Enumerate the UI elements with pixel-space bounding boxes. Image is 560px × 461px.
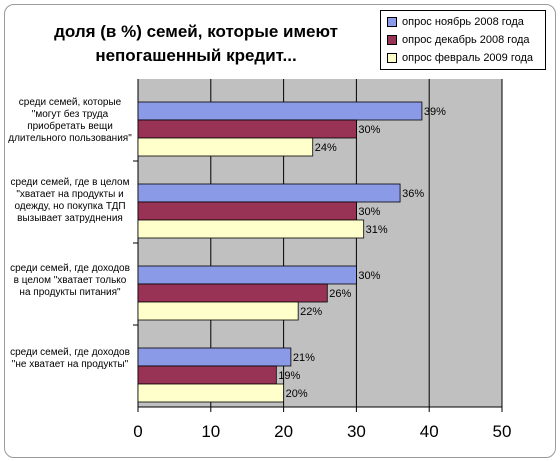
bar [137,347,292,367]
data-label: 30% [358,124,380,136]
bar [137,101,423,121]
x-tick-label: 0 [133,422,142,441]
legend-swatch [387,53,397,63]
category-label: среди семей, где доходов в целом "хватае… [10,263,130,298]
legend-item: опрос ноябрь 2008 года [387,14,524,30]
bar [137,201,357,221]
legend-item: опрос декабрь 2008 года [387,32,530,48]
data-label: 30% [358,206,380,218]
data-label: 31% [366,224,388,236]
x-tick-label: 50 [493,422,512,441]
bar [137,383,285,403]
bar [137,137,314,157]
data-label: 30% [358,270,380,282]
data-label: 19% [278,370,300,382]
data-label: 20% [286,388,308,400]
data-label: 39% [424,106,446,118]
data-label: 36% [402,188,424,200]
category-label: среди семей, где в целом "хватает на про… [10,177,130,224]
category-label: среди семей, которые "могут без труда пр… [8,97,132,144]
legend-label: опрос ноябрь 2008 года [402,16,524,28]
legend-label: опрос февраль 2009 года [402,52,534,64]
legend-item: опрос февраль 2009 года [387,50,533,66]
bar [137,301,299,321]
legend-label: опрос декабрь 2008 года [402,34,530,46]
legend: опрос ноябрь 2008 года опрос декабрь 200… [380,10,546,70]
data-label: 24% [315,142,337,154]
legend-swatch [387,35,397,45]
data-label: 26% [329,288,351,300]
bar [137,119,357,139]
x-tick-label: 10 [201,422,220,441]
chart-title: доля (в %) семей, которые имеют непогаше… [54,22,338,65]
x-tick-label: 40 [420,422,439,441]
category-label: среди семей, где доходов "не хватает на … [10,347,130,370]
bar [137,183,401,203]
bar [137,283,328,303]
bar [137,219,365,239]
bar [137,365,277,385]
data-label: 21% [293,352,315,364]
data-label: 22% [300,306,322,318]
x-tick-label: 20 [274,422,293,441]
x-tick-label: 30 [347,422,366,441]
legend-swatch [387,17,397,27]
bar [137,265,357,285]
